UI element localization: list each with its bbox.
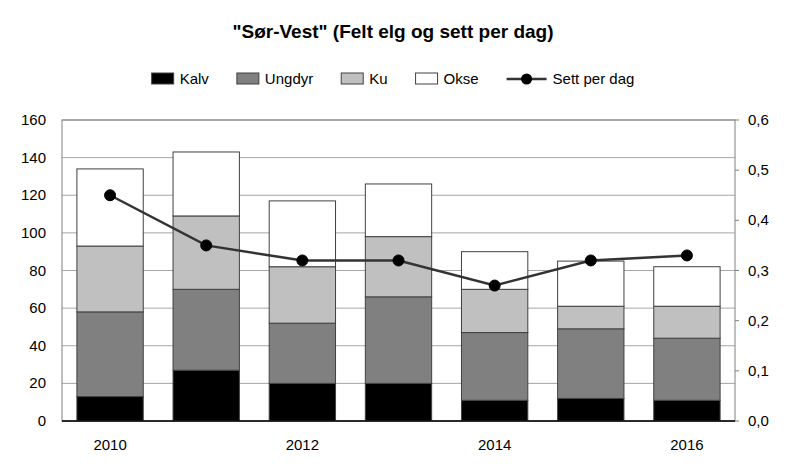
y-tick-label: 80	[29, 262, 46, 279]
grid-line	[62, 421, 735, 422]
marker	[105, 190, 116, 201]
legend-item: Okse	[416, 70, 479, 87]
plot-frame	[62, 120, 735, 421]
grid-line	[62, 157, 735, 158]
y2-tick-label: 0,3	[748, 262, 769, 279]
bar	[558, 306, 624, 329]
marker	[585, 255, 596, 266]
marker	[393, 255, 404, 266]
y2-tick-label: 0,4	[748, 211, 769, 228]
bar	[654, 267, 720, 307]
legend-label: Ku	[369, 70, 387, 87]
bar	[269, 383, 335, 421]
legend-item: Kalv	[152, 70, 210, 87]
bar	[558, 261, 624, 306]
marker	[489, 280, 500, 291]
bar	[77, 312, 143, 397]
y-tick-label: 0	[38, 412, 46, 429]
y2-tick	[735, 220, 739, 221]
x-tick-label: 2014	[478, 436, 511, 453]
x-axis	[62, 420, 735, 422]
line	[110, 195, 687, 285]
y-tick-label: 20	[29, 374, 46, 391]
bar	[654, 400, 720, 421]
bar	[269, 323, 335, 383]
y2-tick-label: 0,6	[748, 111, 769, 128]
marker	[297, 255, 308, 266]
marker	[201, 240, 212, 251]
bar	[365, 383, 431, 421]
legend-swatch	[341, 73, 363, 84]
bar	[654, 338, 720, 400]
legend-item: Ungdyr	[237, 70, 313, 87]
y2-tick	[735, 421, 739, 422]
background	[0, 0, 786, 469]
legend-item: Sett per dag	[507, 70, 635, 87]
chart: "Sør-Vest" (Felt elg og sett per dag) 0 20…	[0, 0, 786, 469]
y2-tick-label: 0,2	[748, 312, 769, 329]
y2-tick-label: 0,1	[748, 362, 769, 379]
bar	[173, 152, 239, 216]
legend-label: Okse	[444, 70, 479, 87]
bar	[77, 397, 143, 421]
legend-swatch	[416, 73, 438, 84]
y-tick-label: 140	[21, 149, 46, 166]
bar	[173, 216, 239, 289]
y2-tick	[735, 270, 739, 271]
y2-tick	[735, 320, 739, 321]
x-tick-label: 2010	[93, 436, 126, 453]
marker	[681, 250, 692, 261]
bar	[461, 289, 527, 332]
legend-label: Kalv	[180, 70, 210, 87]
y2-tick-label: 0,0	[748, 412, 769, 429]
y-tick-label: 160	[21, 111, 46, 128]
bar	[558, 398, 624, 421]
bar	[365, 184, 431, 237]
x-tick-label: 2016	[670, 436, 703, 453]
y2-tick	[735, 170, 739, 171]
bar	[173, 289, 239, 370]
title: "Sør-Vest" (Felt elg og sett per dag)	[232, 21, 553, 42]
bar	[654, 306, 720, 338]
plot-area	[77, 152, 720, 421]
y-tick-label: 40	[29, 337, 46, 354]
bar	[461, 400, 527, 421]
y-tick-label: 60	[29, 299, 46, 316]
bar	[77, 246, 143, 312]
y2-tick	[735, 120, 739, 121]
legend-label: Ungdyr	[265, 70, 313, 87]
legend-item: Ku	[341, 70, 387, 87]
bar	[269, 267, 335, 323]
legend-label: Sett per dag	[553, 70, 635, 87]
legend-marker	[521, 74, 532, 85]
bar	[173, 370, 239, 421]
bar	[558, 329, 624, 399]
y2-tick-label: 0,5	[748, 161, 769, 178]
bar	[365, 297, 431, 384]
bar	[461, 333, 527, 401]
y-tick-label: 120	[21, 186, 46, 203]
y2-tick	[735, 370, 739, 371]
legend-swatch	[237, 73, 259, 84]
legend: Kalv Ungdyr Ku Okse Sett per dag	[152, 70, 635, 87]
x-tick-label: 2012	[286, 436, 319, 453]
y-tick-label: 100	[21, 224, 46, 241]
legend-swatch	[152, 73, 174, 84]
